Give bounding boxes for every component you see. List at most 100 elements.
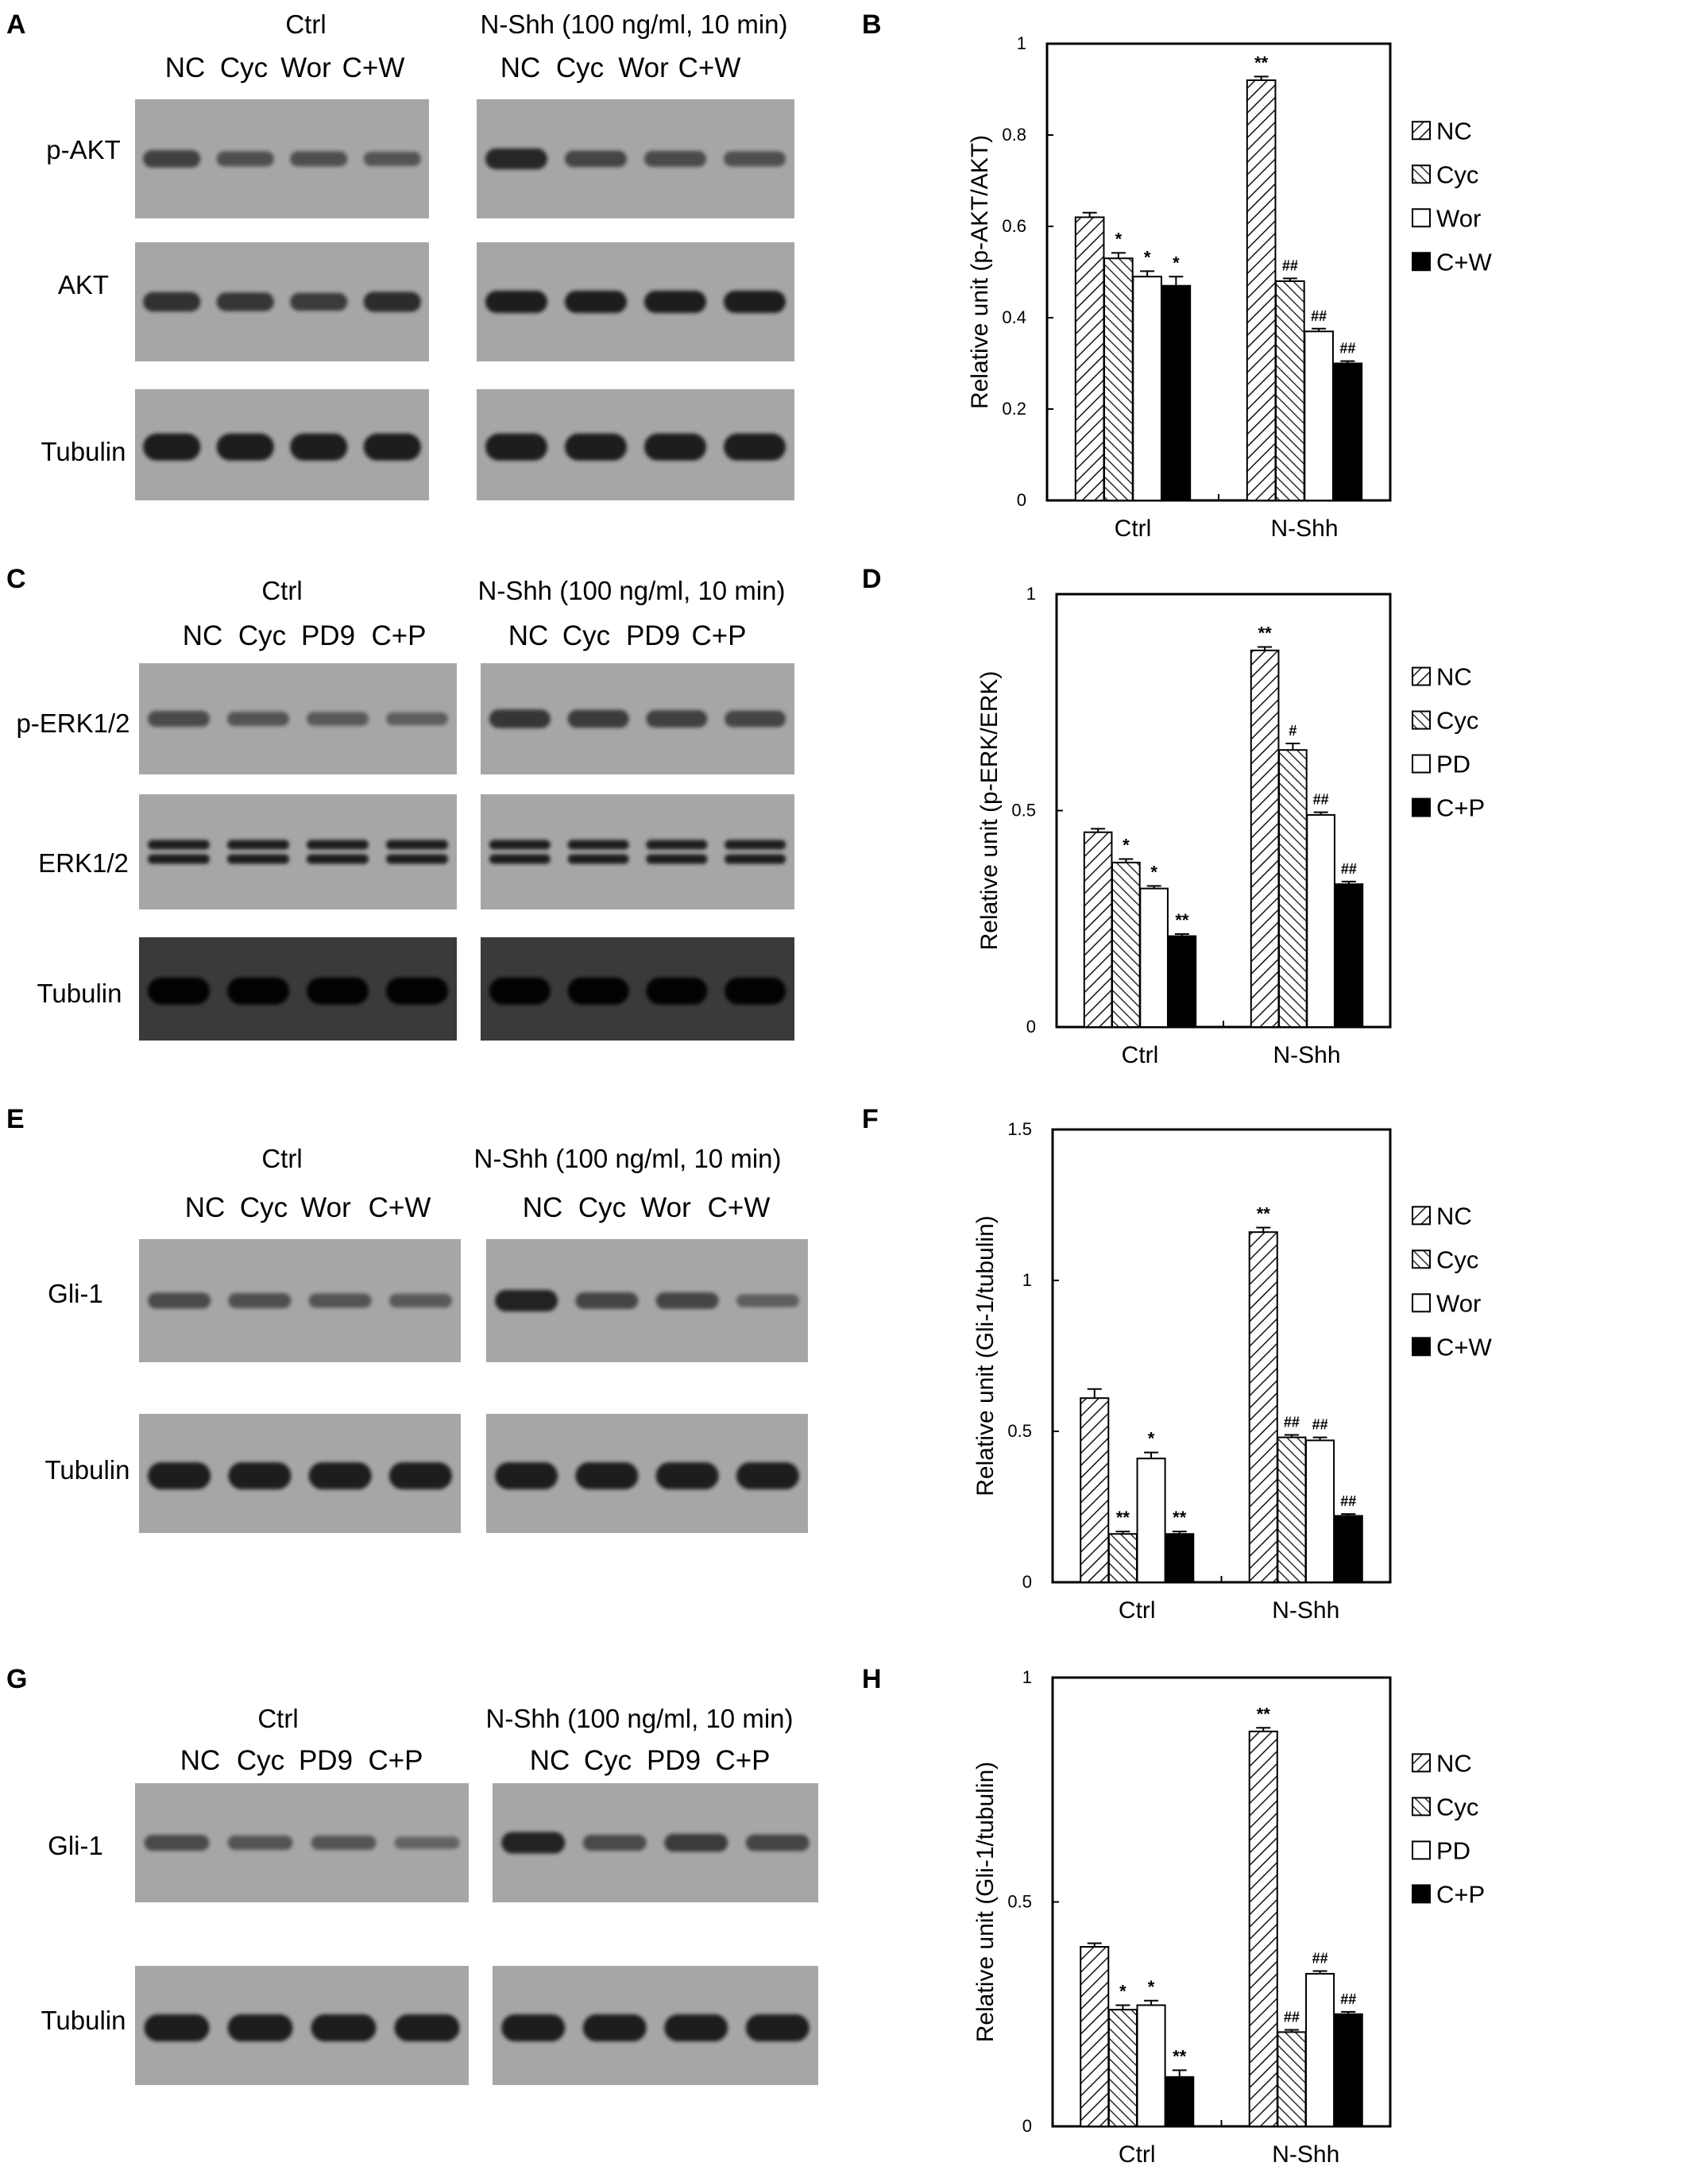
y-tick-label: 1 xyxy=(1022,1667,1032,1687)
lane-label: Cyc xyxy=(556,52,604,83)
legend-label: NC xyxy=(1436,663,1472,691)
bar xyxy=(1136,1458,1166,1583)
condition-title: N-Shh (100 ng/ml, 10 min) xyxy=(486,1704,794,1733)
blot-band xyxy=(501,2014,566,2041)
significance-label: * xyxy=(1173,253,1180,272)
blot-band xyxy=(565,150,627,168)
blot-row-label: Tubulin xyxy=(37,979,122,1008)
significance-label: # xyxy=(1289,723,1296,739)
lane-label: C+W xyxy=(369,1192,431,1223)
legend-swatch xyxy=(1412,710,1431,730)
significance-label: ** xyxy=(1173,1508,1187,1527)
lane-label: Cyc xyxy=(237,1745,284,1776)
bar xyxy=(1083,831,1113,1028)
significance-label: ## xyxy=(1311,308,1327,324)
blot-strip xyxy=(135,1966,469,2085)
bar xyxy=(1167,935,1197,1029)
blot-band xyxy=(485,148,547,170)
lane-label: Cyc xyxy=(562,620,610,651)
y-axis-label: Relative unit (p-ERK/ERK) xyxy=(976,671,1003,951)
lane-label: C+P xyxy=(691,620,746,651)
y-axis-label: Relative unit (Gli-1/tubulin) xyxy=(972,1762,999,2042)
blot-band xyxy=(394,2014,460,2041)
blot-strip xyxy=(135,1783,469,1902)
blot-panel-E: E Ctrl N-Shh (100 ng/ml, 10 min) NC Cyc … xyxy=(6,1104,808,1533)
y-tick-label: 0 xyxy=(1022,2116,1032,2136)
bar xyxy=(1248,1730,1278,2128)
panel-label: H xyxy=(862,1664,882,1694)
legend-swatch xyxy=(1412,1206,1431,1226)
legend-swatch xyxy=(1412,1337,1431,1357)
bar xyxy=(1278,749,1308,1028)
blot-band xyxy=(565,433,627,461)
x-tick-label: Ctrl xyxy=(1119,2141,1156,2168)
blot-band xyxy=(311,2014,377,2041)
lane-label: C+P xyxy=(715,1745,770,1776)
bar xyxy=(1305,1439,1335,1584)
panel-B: B 0 0.2 0.4 0.6 0.8 1 Relative unit (p-AKT/AKT… xyxy=(862,10,1492,542)
significance-label: * xyxy=(1144,247,1151,267)
blot-background xyxy=(481,794,794,909)
panel-label: E xyxy=(6,1104,25,1134)
blot-band xyxy=(307,712,369,726)
significance-label: * xyxy=(1123,836,1130,855)
blot-band xyxy=(644,433,706,461)
condition-title: N-Shh (100 ng/ml, 10 min) xyxy=(478,576,786,605)
legend-label: C+W xyxy=(1436,248,1492,276)
panel-label: A xyxy=(6,10,26,40)
legend-swatch xyxy=(1412,1797,1431,1817)
blot-strip xyxy=(139,937,457,1041)
legend-swatch xyxy=(1412,164,1431,184)
bar xyxy=(1139,887,1169,1028)
bar xyxy=(1246,79,1277,501)
legend-label: C+P xyxy=(1436,1880,1485,1908)
bar xyxy=(1136,2004,1166,2127)
blot-band xyxy=(227,1835,293,1851)
bar xyxy=(1275,280,1305,501)
y-tick-label: 0.5 xyxy=(1007,1892,1032,1912)
blot-band xyxy=(655,1292,719,1309)
y-tick-label: 0 xyxy=(1022,1572,1032,1592)
blot-band xyxy=(228,1462,292,1489)
x-tick-label: N-Shh xyxy=(1273,1042,1340,1068)
blot-band xyxy=(664,1833,728,1852)
blot-row-label: Gli-1 xyxy=(48,1831,103,1860)
lane-label: NC xyxy=(165,52,206,83)
blot-strip xyxy=(493,1783,818,1902)
bar xyxy=(1277,1436,1307,1583)
lane-label: Wor xyxy=(640,1192,691,1223)
blot-band xyxy=(646,854,708,864)
blot-strip xyxy=(139,1239,461,1362)
condition-title: N-Shh (100 ng/ml, 10 min) xyxy=(481,10,788,39)
blot-band xyxy=(567,977,629,1005)
x-tick-label: N-Shh xyxy=(1270,516,1338,542)
blot-strip xyxy=(135,242,429,361)
blot-band xyxy=(646,977,708,1005)
bar xyxy=(1111,861,1141,1029)
significance-label: ## xyxy=(1282,258,1298,274)
blot-band xyxy=(148,1292,211,1309)
blot-band xyxy=(724,291,786,313)
lane-label: Wor xyxy=(300,1192,351,1223)
legend-swatch xyxy=(1412,1840,1431,1860)
blot-strip xyxy=(139,794,457,909)
blot-band xyxy=(227,711,289,727)
legend-label: Cyc xyxy=(1436,1245,1478,1273)
blot-row-label: ERK1/2 xyxy=(38,848,129,878)
blot-band xyxy=(489,840,551,850)
legend-swatch xyxy=(1412,1753,1431,1773)
condition-title: Ctrl xyxy=(257,1704,298,1733)
lane-label: PD9 xyxy=(301,620,355,651)
blot-band xyxy=(725,710,786,728)
lane-label: C+W xyxy=(678,52,741,83)
significance-label: ** xyxy=(1116,1508,1130,1527)
y-tick-label: 0.8 xyxy=(1002,125,1026,145)
lane-label: NC xyxy=(530,1745,570,1776)
blot-band xyxy=(565,291,627,313)
significance-label: * xyxy=(1119,1981,1126,2001)
blot-strip xyxy=(135,99,429,218)
lane-label: PD9 xyxy=(626,620,680,651)
bar xyxy=(1333,1515,1363,1584)
y-tick-label: 1 xyxy=(1026,584,1036,604)
